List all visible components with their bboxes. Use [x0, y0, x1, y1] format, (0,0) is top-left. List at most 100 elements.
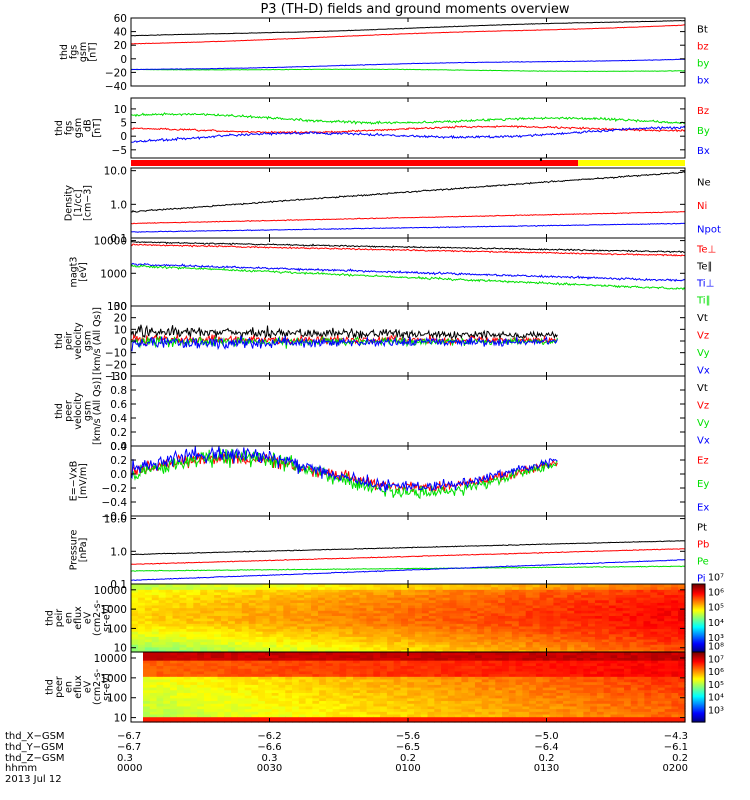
spectrogram-cell: [588, 631, 596, 635]
spectrogram-cell: [200, 607, 208, 611]
spectrogram-cell: [311, 599, 319, 603]
spectrogram-cell: [231, 684, 239, 688]
spectrogram-cell: [217, 719, 225, 723]
spectrogram-cell: [393, 687, 402, 691]
spectrogram-cell: [227, 584, 236, 588]
spectrogram-cell: [278, 665, 286, 669]
spectrogram-cell: [366, 618, 374, 622]
colorbar-tick-label: 10³: [708, 633, 724, 644]
spectrogram-cell: [332, 681, 341, 685]
spectrogram-cell: [461, 665, 469, 669]
spectrogram-cell: [304, 625, 312, 630]
spectrogram-cell: [158, 623, 167, 627]
spectrogram-cell: [271, 689, 280, 693]
spectrogram-cell: [186, 604, 194, 609]
spectrogram-cell: [359, 692, 368, 696]
spectrogram-cell: [428, 644, 437, 648]
spectrogram-cell: [251, 662, 259, 667]
y-axis-label-line: gsm: [83, 401, 94, 421]
spectrogram-cell: [644, 713, 652, 718]
spectrogram-cell: [373, 589, 381, 593]
spectrogram-cell: [394, 612, 402, 616]
spectrogram-cell: [319, 670, 327, 675]
spectrogram-cell: [529, 665, 537, 669]
spectrogram-cell: [227, 594, 236, 598]
spectrogram-cell: [567, 644, 575, 648]
spectrogram-cell: [484, 597, 492, 601]
spectrogram-cell: [170, 665, 178, 669]
spectrogram-cell: [353, 689, 361, 693]
spectrogram-cell: [657, 628, 665, 632]
spectrogram-cell: [224, 676, 232, 680]
spectrogram-cell: [515, 652, 524, 656]
spectrogram-cell: [278, 705, 286, 710]
spectrogram-cell: [285, 697, 293, 702]
spectrogram-cell: [637, 684, 645, 688]
spectrogram-cell: [671, 594, 679, 598]
spectrogram-cell: [339, 681, 347, 685]
spectrogram-cell: [305, 700, 313, 704]
spectrogram-cell: [332, 697, 341, 702]
spectrogram-cell: [373, 668, 381, 672]
spectrogram-cell: [515, 681, 524, 685]
spectrogram-cell: [442, 644, 451, 648]
spectrogram-cell: [461, 687, 469, 691]
spectrogram-cell: [311, 594, 319, 598]
spectrogram-cell: [176, 662, 185, 667]
spectrogram-cell: [535, 652, 544, 656]
spectrogram-cell: [324, 591, 333, 596]
spectrogram-cell: [156, 681, 164, 685]
spectrogram-cell: [441, 657, 449, 661]
spectrogram-cell: [297, 623, 305, 627]
spectrogram-cell: [151, 638, 160, 643]
spectrogram-cell: [183, 692, 192, 696]
spectrogram-cell: [560, 589, 568, 593]
spectrogram-cell: [200, 589, 208, 593]
spectrogram-cell: [237, 678, 246, 683]
spectrogram-cell: [317, 604, 326, 609]
spectrogram-cell: [553, 599, 561, 603]
spectrogram-cell: [617, 657, 625, 661]
spectrogram-cell: [603, 716, 612, 720]
spectrogram-cell: [481, 692, 490, 696]
spectrogram-cell: [491, 586, 499, 590]
spectrogram-cell: [190, 713, 198, 718]
spectrogram-cell: [258, 684, 266, 688]
spectrogram-cell: [622, 610, 631, 614]
spectrogram-cell: [601, 641, 610, 645]
spectrogram-cell: [386, 700, 395, 704]
spectrogram-cell: [435, 586, 444, 590]
spectrogram-cell: [454, 681, 463, 685]
spectrogram-cell: [251, 657, 259, 661]
spectrogram-cell: [269, 586, 278, 590]
spectrogram-cell: [596, 697, 605, 702]
y-axis-label-line: [nPa]: [78, 538, 89, 563]
spectrogram-cell: [244, 665, 253, 669]
spectrogram-cell: [622, 612, 631, 616]
spectrogram-cell: [373, 636, 381, 640]
spectrogram-cell: [504, 641, 513, 645]
spectrogram-cell: [276, 620, 284, 624]
spectrogram-cell: [435, 597, 444, 601]
spectrogram-cell: [283, 638, 291, 643]
spectrogram-cell: [529, 711, 537, 715]
spectrogram-cell: [508, 689, 517, 693]
spectrogram-cell: [144, 646, 153, 650]
spectrogram-cell: [197, 716, 205, 720]
spectrogram-cell: [643, 607, 651, 611]
spectrogram-cell: [258, 711, 266, 715]
spectrogram-cell: [532, 615, 541, 619]
spectrogram-cell: [290, 625, 298, 630]
spectrogram-cell: [158, 602, 167, 606]
spectrogram-cell: [624, 713, 632, 718]
spectrogram-cell: [241, 649, 250, 653]
spectrogram-cell: [407, 700, 415, 704]
spectrogram-cell: [251, 719, 259, 723]
spectrogram-cell: [359, 604, 368, 609]
spectrogram-cell: [386, 673, 395, 677]
spectrogram-cell: [428, 599, 437, 603]
spectrogram-cell: [518, 625, 527, 630]
spectrogram-cell: [468, 654, 476, 658]
xaxis-value: 0.3: [262, 753, 278, 764]
spectrogram-cell: [678, 705, 686, 710]
